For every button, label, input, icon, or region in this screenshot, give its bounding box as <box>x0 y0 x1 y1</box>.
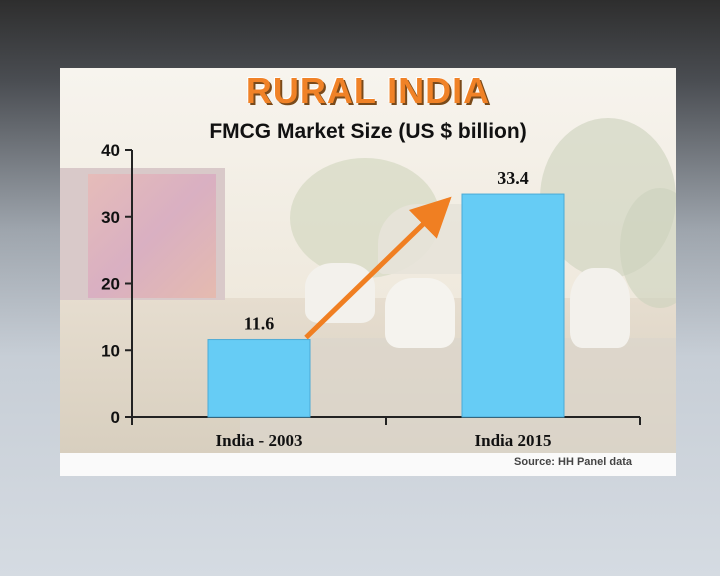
background-photo-road <box>240 338 676 453</box>
y-tick-label: 20 <box>101 275 120 294</box>
y-axis: 0 10 20 30 40 <box>101 141 133 427</box>
data-label-2: 33.4 <box>497 168 529 188</box>
y-tick-label: 30 <box>101 208 120 227</box>
data-label-1: 11.6 <box>244 314 275 334</box>
category-label-1: India - 2003 <box>216 431 303 450</box>
slide-panel: RURAL INDIA FMCG Market Size (US $ billi… <box>60 68 676 476</box>
background-movie-poster <box>88 174 216 298</box>
source-note: Source: HH Panel data <box>514 456 632 468</box>
bars <box>207 193 565 418</box>
category-label-2: India 2015 <box>475 431 552 450</box>
slide-title: RURAL INDIA <box>245 70 491 111</box>
y-tick-label: 0 <box>111 408 120 427</box>
background-ox <box>385 278 455 348</box>
growth-arrow <box>304 196 452 340</box>
data-labels: 11.6 33.4 <box>244 168 529 334</box>
y-tick-label: 10 <box>101 341 120 360</box>
x-axis <box>131 416 641 425</box>
bar-chart: 0 10 20 30 40 11.6 33.4 India - 2003 India 201… <box>101 141 641 450</box>
background-ox <box>570 268 630 348</box>
background-tree <box>620 188 676 308</box>
category-labels: India - 2003 India 2015 <box>216 431 552 450</box>
chart-subtitle: FMCG Market Size (US $ billion) <box>209 120 527 143</box>
bar-2 <box>461 193 565 418</box>
bar-1 <box>207 339 311 418</box>
source-strip <box>60 453 676 476</box>
background-ox <box>305 263 375 323</box>
y-tick-label: 40 <box>101 141 120 160</box>
